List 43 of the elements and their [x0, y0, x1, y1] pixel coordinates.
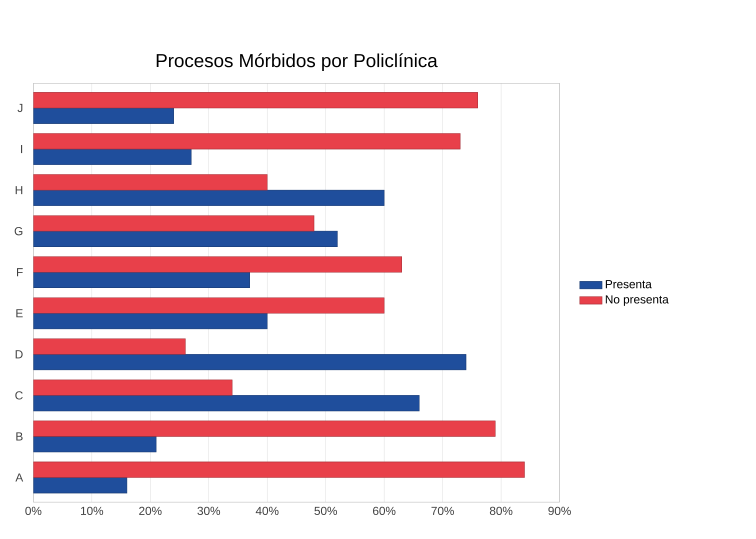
x-tick-label: 90% [548, 506, 571, 515]
bar [33, 174, 268, 190]
y-tick-label: C [15, 391, 23, 400]
legend-label: No presenta [606, 295, 669, 306]
x-tick-label: 80% [490, 506, 512, 515]
chart-title: Procesos Mórbidos por Policlínica [156, 53, 438, 71]
x-tick-label: 70% [432, 506, 454, 515]
x-tick-label: 30% [197, 506, 220, 515]
bar [33, 436, 156, 452]
bar [33, 215, 314, 232]
x-tick-label: 10% [81, 506, 104, 515]
bar [33, 256, 402, 272]
y-tick-label: B [16, 432, 23, 440]
y-tick-label: I [21, 144, 22, 153]
bar [33, 477, 128, 494]
x-tick-label: 40% [256, 506, 279, 515]
x-tick-label: 60% [373, 506, 396, 515]
bar [33, 395, 420, 412]
bar [33, 462, 525, 478]
bar [33, 230, 338, 247]
bar [33, 338, 186, 354]
x-tick-label: 0% [25, 506, 42, 515]
x-tick-label: 50% [314, 506, 338, 515]
bar [33, 190, 384, 206]
bar [33, 297, 384, 314]
bar [33, 354, 466, 370]
bar [33, 108, 174, 124]
y-tick-label: F [17, 268, 23, 276]
bar [33, 92, 478, 108]
bar [33, 272, 250, 288]
y-tick-label: D [16, 350, 23, 358]
bar [33, 148, 192, 165]
bar [33, 379, 232, 396]
y-tick-label: A [15, 473, 24, 482]
x-tick-label: 20% [139, 506, 162, 515]
legend-label: Presenta [606, 280, 652, 288]
y-tick-label: E [16, 309, 23, 318]
y-tick-label: J [18, 104, 22, 112]
bar [33, 420, 496, 437]
y-tick-label: G [14, 226, 22, 236]
bar [33, 312, 268, 330]
y-tick-label: H [16, 186, 22, 194]
bar [33, 133, 460, 150]
